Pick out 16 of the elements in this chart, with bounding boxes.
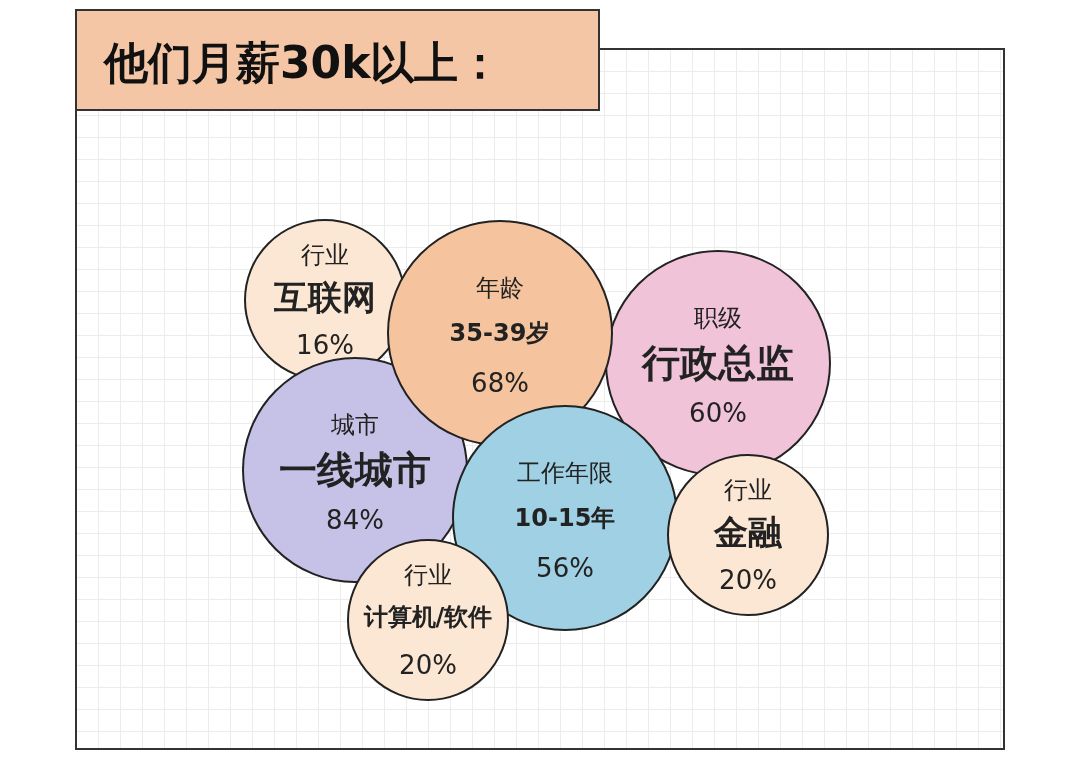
data-label: 56% [536, 553, 594, 583]
category-label: 计算机/软件 [362, 603, 493, 631]
category-label: 行政总监 [640, 341, 794, 385]
category-label: 一线城市 [279, 448, 431, 492]
text: 城市 [331, 411, 379, 439]
data-label: 20% [399, 650, 457, 680]
category-label: 互联网 [273, 277, 376, 317]
data-label: 20% [719, 565, 777, 595]
data-label: 16% [296, 330, 354, 360]
data-label: 68% [471, 368, 529, 398]
data-label: 84% [326, 505, 384, 535]
category-label: 10-15年 [514, 504, 616, 532]
text: 他们月薪30k以上： [102, 36, 503, 88]
data-label: 60% [689, 398, 747, 428]
category-label: 35-39岁 [449, 319, 551, 347]
category-label: 金融 [713, 512, 783, 552]
